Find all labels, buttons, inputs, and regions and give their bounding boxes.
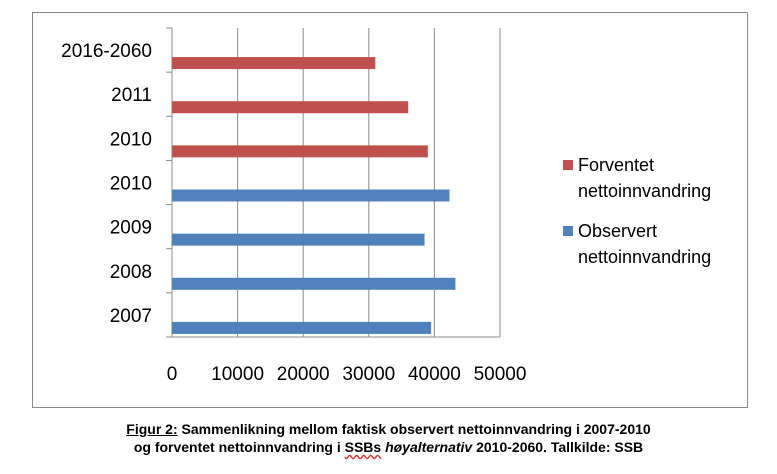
caption-ssbs: SSBs — [344, 439, 382, 455]
bar — [172, 101, 409, 114]
bar — [172, 145, 428, 158]
category-label: 2007 — [110, 306, 152, 327]
category-label: 2008 — [110, 262, 152, 283]
figure-label: Figur 2: — [126, 421, 178, 437]
x-tick-label: 20000 — [277, 364, 330, 385]
chart-frame: 0 10000 20000 30000 40000 50000 2007 2008 2009 20… — [32, 12, 748, 408]
bar — [172, 189, 450, 202]
bar — [172, 277, 456, 290]
category-label: 2010 — [110, 129, 152, 150]
x-tick-label: 30000 — [342, 364, 395, 385]
caption-line-1: Figur 2: Sammenlikning mellom faktisk ob… — [0, 420, 777, 438]
bar — [172, 57, 376, 70]
caption-line-2: og forventet nettoinnvandring i SSBs høy… — [0, 438, 777, 456]
legend-swatch — [563, 226, 573, 236]
x-tick-label: 40000 — [408, 364, 461, 385]
category-label: 2016-2060 — [61, 41, 152, 62]
bar — [172, 233, 425, 246]
legend-label: nettoinnvandring — [578, 181, 711, 201]
caption-italic: høyalternativ — [385, 439, 473, 455]
category-label: 2010 — [110, 174, 152, 195]
legend-label: Forventet — [578, 155, 654, 175]
caption-line1-text: Sammenlikning mellom faktisk observert n… — [177, 421, 651, 437]
x-tick-label: 10000 — [211, 364, 264, 385]
legend-label: Observert — [578, 221, 657, 241]
bar-chart: 0 10000 20000 30000 40000 50000 2007 2008 2009 20… — [61, 27, 711, 385]
caption-line2-start: og forventet nettoinnvandring i — [133, 439, 345, 455]
category-label: 2011 — [111, 85, 152, 106]
x-tick-label: 0 — [167, 364, 178, 385]
category-label: 2009 — [110, 218, 152, 239]
x-tick-label: 50000 — [474, 364, 527, 385]
bar — [172, 321, 432, 334]
caption-line2-end: 2010-2060. Tallkilde: SSB — [472, 439, 644, 455]
legend-label: nettoinnvandring — [578, 247, 711, 267]
figure-caption: Figur 2: Sammenlikning mellom faktisk ob… — [0, 420, 777, 456]
legend-swatch — [563, 160, 573, 170]
